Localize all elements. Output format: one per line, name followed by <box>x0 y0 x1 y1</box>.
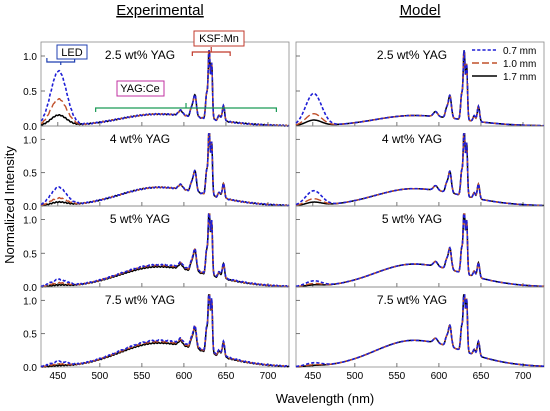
y-tick-label: 1.0 <box>23 135 37 146</box>
panel-experimental-1: 0.0 0.5 1.0 2.5 wt% YAG <box>23 41 290 133</box>
x-tick-label: 450 <box>49 371 66 382</box>
y-tick-label: 0.0 <box>23 202 37 213</box>
column-title-experimental: Experimental <box>116 2 204 19</box>
x-tick-label: 500 <box>347 371 364 382</box>
y-tick-label: 1.0 <box>23 296 37 307</box>
x-tick-label: 650 <box>473 371 490 382</box>
series-line-07mm <box>40 213 290 288</box>
series-line-07mm <box>40 133 290 207</box>
y-tick-label: 1.0 <box>23 216 37 227</box>
y-tick-label: 1.0 <box>23 52 37 63</box>
panel-model-1: 2.5 wt% YAG <box>295 41 545 127</box>
series-line-10mm <box>295 133 544 207</box>
panel-model-2: 4 wt% YAG <box>295 125 545 207</box>
panel-label: 4 wt% YAG <box>382 132 442 146</box>
led-label: LED <box>61 47 82 59</box>
panel-frame <box>40 286 290 368</box>
y-tick-label: 0.0 <box>23 122 37 133</box>
x-tick-label: 650 <box>218 371 235 382</box>
panel-model-3: 5 wt% YAG <box>295 205 545 288</box>
x-tick-label: 700 <box>260 371 277 382</box>
legend-label: 0.7 mm <box>503 46 536 57</box>
panel-experimental-4: 0.0 0.5 1.0 450 500 550 600 650 700 7.5 wt% YAG <box>23 286 290 382</box>
series-line-10mm <box>40 294 290 368</box>
panel-label: 5 wt% YAG <box>382 212 442 226</box>
ksf-bracket <box>191 47 231 56</box>
series-line-07mm <box>40 50 290 127</box>
series-line-07mm <box>295 133 544 207</box>
x-tick-label: 550 <box>389 371 406 382</box>
panel-label: 4 wt% YAG <box>110 132 170 146</box>
series-line-07mm <box>40 294 290 368</box>
y-tick-label: 0.5 <box>23 169 37 180</box>
ksf-label: KSF:Mn <box>199 33 239 45</box>
legend-label: 1.7 mm <box>503 72 536 83</box>
panel-label: 5 wt% YAG <box>110 212 170 226</box>
y-tick-label: 0.0 <box>23 363 37 374</box>
led-label-box <box>56 44 88 60</box>
panel-experimental-3: 0.0 0.5 1.0 5 wt% YAG <box>23 205 290 294</box>
x-tick-label: 450 <box>304 371 321 382</box>
legend: 0.7 mm 1.0 mm 1.7 mm <box>468 43 543 83</box>
yag-bracket <box>95 103 277 112</box>
x-tick-label: 600 <box>176 371 193 382</box>
panel-label: 7.5 wt% YAG <box>377 293 447 307</box>
panel-label: 2.5 wt% YAG <box>377 48 447 62</box>
led-bracket <box>46 58 76 65</box>
panel-model-4: 450 500 550 600 650 700 7.5 wt% YAG <box>295 286 545 382</box>
y-tick-label: 0.5 <box>23 249 37 260</box>
x-axis-label: Wavelength (nm) <box>276 391 375 406</box>
series-line-07mm <box>295 213 545 288</box>
panel-label: 2.5 wt% YAG <box>105 48 175 62</box>
column-title-model: Model <box>400 2 441 19</box>
annotations: LED YAG:Ce KSF:Mn <box>46 30 277 112</box>
y-tick-label: 0.5 <box>23 87 37 98</box>
x-tick-label: 550 <box>134 371 151 382</box>
y-tick-label: 0.0 <box>23 283 37 294</box>
y-axis-label: Normalized Intensity <box>2 146 17 264</box>
x-tick-label: 700 <box>515 371 532 382</box>
ksf-label-box <box>193 30 245 47</box>
panel-experimental-2: 0.0 0.5 1.0 4 wt% YAG <box>23 125 290 213</box>
series-line-07mm <box>295 294 544 368</box>
series-line-07mm <box>295 50 544 127</box>
x-tick-label: 600 <box>431 371 448 382</box>
panels-group: 0.0 0.5 1.0 2.5 wt% YAG 2.5 wt% YAG 0.0 0.5 1.0… <box>23 30 545 382</box>
panel-label: 7.5 wt% YAG <box>105 293 175 307</box>
legend-label: 1.0 mm <box>503 59 536 70</box>
yag-label-box <box>116 80 165 97</box>
yag-label: YAG:Ce <box>120 83 160 95</box>
x-tick-label: 500 <box>92 371 109 382</box>
y-tick-label: 0.5 <box>23 330 37 341</box>
panel-frame <box>295 286 545 368</box>
